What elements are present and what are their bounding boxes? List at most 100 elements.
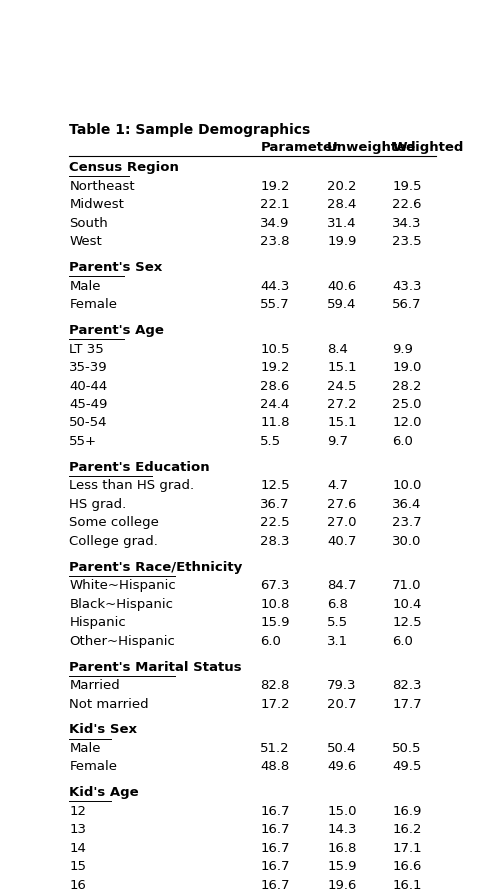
Text: 19.5: 19.5 [392, 180, 422, 193]
Text: 16.1: 16.1 [392, 879, 422, 892]
Text: Not married: Not married [69, 698, 149, 711]
Text: College grad.: College grad. [69, 535, 158, 547]
Text: 10.5: 10.5 [260, 342, 290, 356]
Text: 49.5: 49.5 [392, 761, 422, 773]
Text: 16.7: 16.7 [260, 860, 290, 874]
Text: 36.7: 36.7 [260, 498, 290, 511]
Text: 45-49: 45-49 [69, 398, 107, 411]
Text: Kid's Sex: Kid's Sex [69, 723, 137, 737]
Text: 11.8: 11.8 [260, 417, 290, 429]
Text: 43.3: 43.3 [392, 280, 422, 293]
Text: 79.3: 79.3 [327, 679, 356, 692]
Text: 15.1: 15.1 [327, 417, 357, 429]
Text: 15.0: 15.0 [327, 805, 356, 818]
Text: 17.2: 17.2 [260, 698, 290, 711]
Text: Parent's Age: Parent's Age [69, 324, 164, 337]
Text: 22.1: 22.1 [260, 198, 290, 211]
Text: 6.0: 6.0 [392, 634, 413, 648]
Text: 82.8: 82.8 [260, 679, 290, 692]
Text: 13: 13 [69, 823, 86, 836]
Text: 16.8: 16.8 [327, 841, 356, 855]
Text: 19.6: 19.6 [327, 879, 356, 892]
Text: 27.6: 27.6 [327, 498, 356, 511]
Text: Male: Male [69, 280, 101, 293]
Text: 56.7: 56.7 [392, 298, 422, 311]
Text: 10.0: 10.0 [392, 479, 422, 493]
Text: Census Region: Census Region [69, 161, 179, 175]
Text: 55.7: 55.7 [260, 298, 290, 311]
Text: 14: 14 [69, 841, 86, 855]
Text: Weighted: Weighted [392, 141, 463, 153]
Text: 12.5: 12.5 [260, 479, 290, 493]
Text: 40.6: 40.6 [327, 280, 356, 293]
Text: 17.7: 17.7 [392, 698, 422, 711]
Text: 15.1: 15.1 [327, 361, 357, 374]
Text: 6.8: 6.8 [327, 598, 348, 611]
Text: Table 1: Sample Demographics: Table 1: Sample Demographics [69, 124, 311, 137]
Text: 23.5: 23.5 [392, 236, 422, 248]
Text: 5.5: 5.5 [260, 435, 282, 448]
Text: 16.6: 16.6 [392, 860, 422, 874]
Text: 71.0: 71.0 [392, 579, 422, 592]
Text: 34.3: 34.3 [392, 217, 422, 229]
Text: 16.9: 16.9 [392, 805, 422, 818]
Text: 24.5: 24.5 [327, 380, 356, 392]
Text: 9.7: 9.7 [327, 435, 348, 448]
Text: Parent's Marital Status: Parent's Marital Status [69, 660, 242, 674]
Text: Other~Hispanic: Other~Hispanic [69, 634, 175, 648]
Text: 40-44: 40-44 [69, 380, 107, 392]
Text: 23.8: 23.8 [260, 236, 290, 248]
Text: 17.1: 17.1 [392, 841, 422, 855]
Text: 40.7: 40.7 [327, 535, 356, 547]
Text: 34.9: 34.9 [260, 217, 290, 229]
Text: Female: Female [69, 298, 117, 311]
Text: 12.5: 12.5 [392, 616, 422, 629]
Text: 35-39: 35-39 [69, 361, 108, 374]
Text: Hispanic: Hispanic [69, 616, 126, 629]
Text: LT 35: LT 35 [69, 342, 104, 356]
Text: 10.4: 10.4 [392, 598, 422, 611]
Text: 50-54: 50-54 [69, 417, 108, 429]
Text: 25.0: 25.0 [392, 398, 422, 411]
Text: 22.5: 22.5 [260, 516, 290, 530]
Text: 20.2: 20.2 [327, 180, 356, 193]
Text: 9.9: 9.9 [392, 342, 413, 356]
Text: 30.0: 30.0 [392, 535, 422, 547]
Text: 16.2: 16.2 [392, 823, 422, 836]
Text: 28.2: 28.2 [392, 380, 422, 392]
Text: 12: 12 [69, 805, 86, 818]
Text: 15.9: 15.9 [327, 860, 356, 874]
Text: Male: Male [69, 742, 101, 755]
Text: 22.6: 22.6 [392, 198, 422, 211]
Text: 44.3: 44.3 [260, 280, 290, 293]
Text: 50.5: 50.5 [392, 742, 422, 755]
Text: 20.7: 20.7 [327, 698, 356, 711]
Text: 19.9: 19.9 [327, 236, 356, 248]
Text: 27.0: 27.0 [327, 516, 356, 530]
Text: 36.4: 36.4 [392, 498, 422, 511]
Text: 10.8: 10.8 [260, 598, 290, 611]
Text: 23.7: 23.7 [392, 516, 422, 530]
Text: 28.3: 28.3 [260, 535, 290, 547]
Text: 14.3: 14.3 [327, 823, 356, 836]
Text: 55+: 55+ [69, 435, 97, 448]
Text: 27.2: 27.2 [327, 398, 357, 411]
Text: 15.9: 15.9 [260, 616, 290, 629]
Text: Northeast: Northeast [69, 180, 135, 193]
Text: 82.3: 82.3 [392, 679, 422, 692]
Text: 15: 15 [69, 860, 86, 874]
Text: 6.0: 6.0 [392, 435, 413, 448]
Text: 59.4: 59.4 [327, 298, 356, 311]
Text: Married: Married [69, 679, 120, 692]
Text: Parent's Education: Parent's Education [69, 461, 210, 474]
Text: Some college: Some college [69, 516, 159, 530]
Text: 19.2: 19.2 [260, 180, 290, 193]
Text: Black~Hispanic: Black~Hispanic [69, 598, 173, 611]
Text: 16.7: 16.7 [260, 823, 290, 836]
Text: 50.4: 50.4 [327, 742, 356, 755]
Text: 5.5: 5.5 [327, 616, 348, 629]
Text: 16: 16 [69, 879, 86, 892]
Text: 4.7: 4.7 [327, 479, 348, 493]
Text: 8.4: 8.4 [327, 342, 348, 356]
Text: 16.7: 16.7 [260, 841, 290, 855]
